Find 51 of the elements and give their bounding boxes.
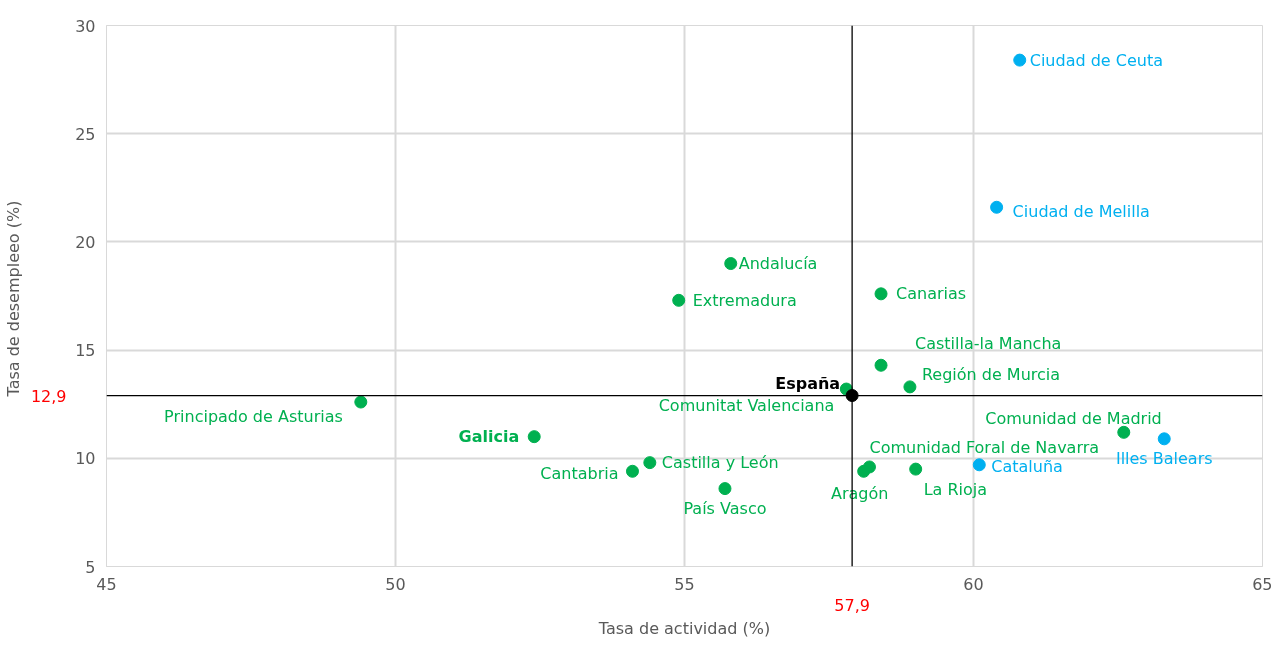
series-label: Cataluña	[991, 457, 1063, 477]
point	[625, 464, 639, 478]
series-label: Extremadura	[692, 290, 797, 310]
point	[527, 430, 541, 444]
series-label: Comunitat Valenciana	[658, 395, 835, 415]
point	[672, 293, 686, 307]
ref-line-label: 12,9	[30, 386, 67, 406]
point	[1117, 425, 1131, 439]
point	[354, 395, 368, 409]
series-label: España	[775, 374, 841, 394]
series-label: País Vasco	[683, 499, 767, 519]
series-label: Galicia	[458, 427, 520, 447]
point	[1013, 53, 1027, 67]
y-tick-label: 15	[75, 341, 96, 361]
series-label: Ciudad de Melilla	[1012, 201, 1150, 221]
series-label: Castilla-la Mancha	[915, 333, 1062, 353]
series-label: Illes Balears	[1115, 449, 1213, 469]
series-label: Andalucía	[738, 254, 818, 274]
series-label: Comunidad Foral de Navarra	[869, 438, 1100, 458]
series-label: Canarias	[896, 284, 967, 304]
x-tick-label: 50	[385, 574, 406, 594]
series-label: Cantabria	[540, 463, 619, 483]
series-label: Región de Murcia	[921, 365, 1061, 385]
x-tick-label: 65	[1252, 574, 1273, 594]
x-tick-label: 55	[674, 574, 695, 594]
point	[857, 464, 871, 478]
point	[990, 200, 1004, 214]
point	[718, 482, 732, 496]
series-label: Ciudad de Ceuta	[1029, 50, 1164, 70]
series-label: Principado de Asturias	[164, 406, 343, 426]
y-tick-label: 20	[75, 232, 96, 252]
point	[972, 458, 986, 472]
text: Comunidad de Madrid	[985, 408, 1162, 428]
y-tick-label: 25	[75, 124, 96, 144]
y-tick-label: 10	[75, 449, 96, 469]
point	[874, 358, 888, 372]
y-axis-title: Tasa de desempleeo (%)	[3, 200, 23, 398]
point	[1157, 432, 1171, 446]
x-tick-label: 45	[96, 574, 117, 594]
point	[909, 462, 923, 476]
series-label: La Rioja	[923, 479, 988, 499]
y-tick-label: 30	[75, 16, 96, 36]
point	[874, 287, 888, 301]
y-tick-label: 5	[85, 557, 96, 577]
series-label: Castilla y León	[661, 453, 779, 473]
point	[643, 456, 657, 470]
x-tick-label: 60	[963, 574, 984, 594]
point	[724, 257, 738, 271]
ref-line-label: 57,9	[834, 595, 870, 615]
x-axis-title: Tasa de actividad (%)	[597, 618, 771, 638]
point	[903, 380, 917, 394]
